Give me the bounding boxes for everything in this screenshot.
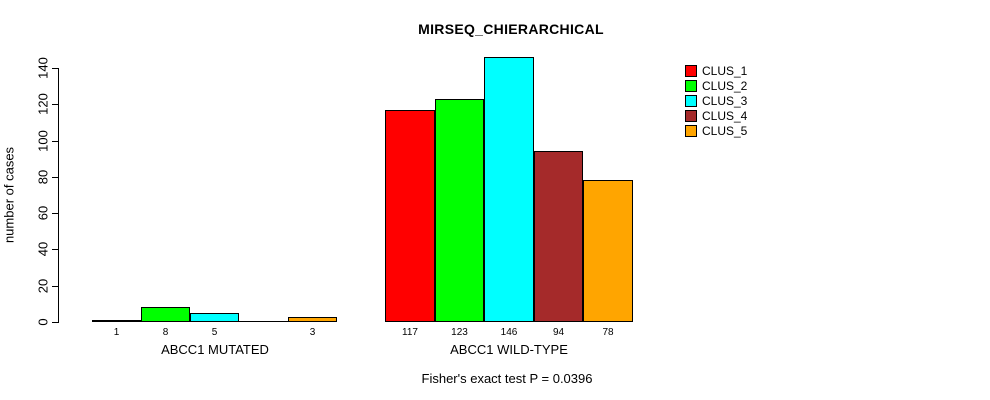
legend-label: CLUS_3: [702, 93, 748, 108]
legend-row: CLUS_4: [685, 108, 747, 123]
y-tick: [52, 249, 58, 250]
bar-value-label: 146: [500, 327, 518, 338]
bar-value-label: 8: [162, 327, 169, 338]
y-tick: [52, 322, 58, 323]
y-tick-label: 80: [35, 169, 51, 185]
legend-label: CLUS_4: [702, 108, 748, 123]
legend-swatch: [685, 64, 697, 77]
legend-row: CLUS_3: [685, 93, 747, 108]
bar: [92, 320, 141, 322]
y-tick-label: 120: [35, 93, 51, 115]
legend-swatch: [685, 109, 697, 122]
legend-swatch: [685, 124, 697, 137]
legend-label: CLUS_1: [702, 63, 748, 78]
bar: [190, 313, 239, 322]
y-tick-label: 20: [35, 278, 51, 294]
group-label: ABCC1 WILD-TYPE: [450, 342, 568, 357]
legend-row: CLUS_1: [685, 63, 747, 78]
bar-value-label: 3: [309, 327, 316, 338]
bar-value-label: 117: [402, 327, 418, 338]
y-tick-label: 0: [35, 318, 51, 326]
bar: [385, 110, 435, 322]
y-tick-label: 40: [35, 241, 51, 257]
legend-row: CLUS_5: [685, 123, 747, 138]
y-tick: [52, 177, 58, 178]
y-tick-label: 100: [35, 130, 51, 152]
y-tick-label: 60: [35, 205, 51, 221]
bar-value-label: 5: [211, 327, 218, 338]
bar: [583, 180, 633, 322]
legend: CLUS_1 CLUS_2 CLUS_3 CLUS_4 CLUS_5: [685, 63, 747, 138]
y-tick: [52, 68, 58, 69]
chart-title: MIRSEQ_CHIERARCHICAL: [418, 21, 604, 37]
bar-value-label: 123: [451, 327, 468, 338]
bar: [141, 307, 190, 322]
legend-label: CLUS_5: [702, 123, 748, 138]
y-tick: [52, 213, 58, 214]
footer-annotation: Fisher's exact test P = 0.0396: [421, 371, 593, 386]
bar-value-label: 94: [552, 327, 565, 338]
bar-value-label: 1: [113, 327, 120, 338]
bar: [534, 151, 583, 322]
y-tick: [52, 104, 58, 105]
legend-swatch: [685, 94, 697, 107]
y-tick: [52, 286, 58, 287]
legend-row: CLUS_2: [685, 78, 747, 93]
bar: [435, 99, 484, 322]
bar: [239, 321, 288, 322]
legend-swatch: [685, 79, 697, 92]
bar: [288, 317, 337, 322]
legend-label: CLUS_2: [702, 78, 748, 93]
bar-value-label: 78: [602, 327, 614, 338]
y-tick: [52, 141, 58, 142]
bar: [484, 57, 534, 322]
group-label: ABCC1 MUTATED: [161, 342, 269, 357]
y-tick-label: 140: [35, 57, 51, 79]
y-axis-line: [58, 68, 59, 323]
y-axis-title: number of cases: [1, 146, 17, 244]
